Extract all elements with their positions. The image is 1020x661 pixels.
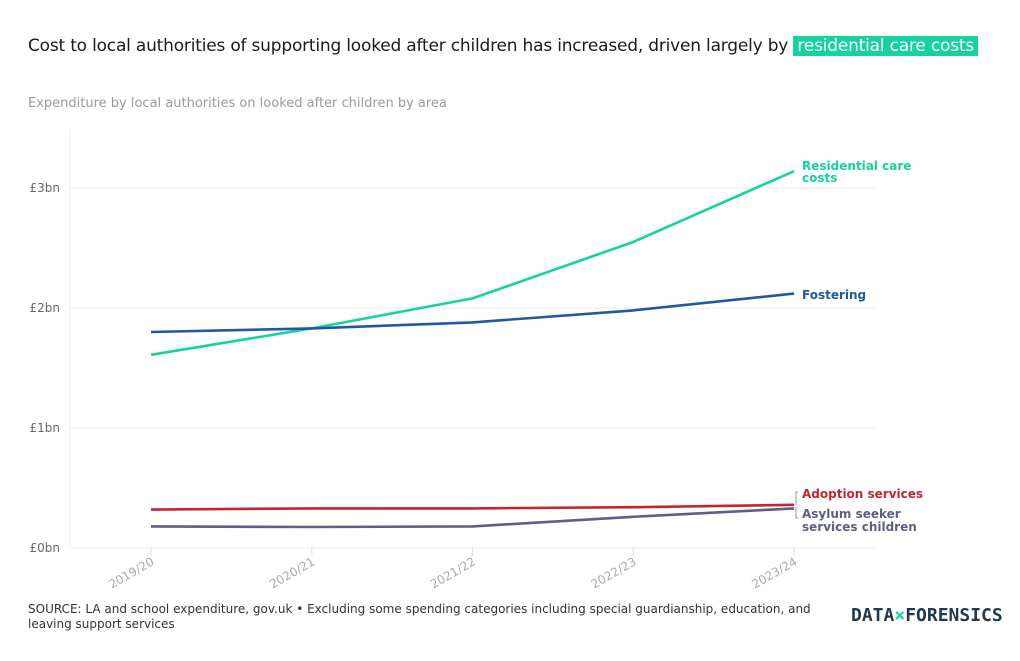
x-tick-label: 2019/20 [106, 554, 156, 591]
logo-data: DATA [851, 605, 895, 626]
title-text: Cost to local authorities of supporting … [28, 36, 789, 56]
chart-subtitle: Expenditure by local authorities on look… [28, 96, 447, 111]
x-tick-label: 2020/21 [267, 554, 317, 591]
y-tick-label: £1bn [30, 421, 61, 435]
series-label: costs [802, 171, 837, 185]
logo-x: × [894, 605, 906, 626]
chart-title: Cost to local authorities of supporting … [28, 32, 1003, 61]
series-line-adoption-services [150, 503, 795, 511]
y-tick-label: £0bn [30, 541, 61, 555]
series-line-asylum-seeker-services-children [150, 507, 795, 529]
series-label: Fostering [802, 288, 866, 302]
y-tick-label: £2bn [30, 301, 61, 315]
x-tick-label: 2023/24 [749, 554, 799, 591]
logo-forensics: FORENSICS [905, 605, 1003, 626]
series-label: Asylum seeker [802, 507, 901, 521]
series-label: Adoption services [802, 487, 923, 501]
label-bracket [795, 491, 798, 519]
data-forensics-logo: DATA×FORENSICS [851, 605, 1003, 626]
x-tick-label: 2021/22 [428, 554, 478, 591]
source-note: SOURCE: LA and school expenditure, gov.u… [28, 602, 811, 631]
series-label: services children [802, 520, 917, 534]
y-tick-label: £3bn [30, 181, 61, 195]
series-label: Residential care [802, 159, 911, 173]
series-line-residential-care-costs [150, 170, 795, 357]
title-highlight: residential care costs [793, 36, 978, 56]
x-tick-label: 2022/23 [589, 554, 639, 591]
